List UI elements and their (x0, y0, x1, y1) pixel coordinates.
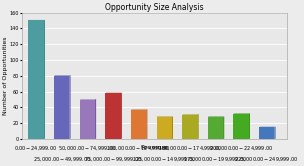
X-axis label: Revenue: Revenue (141, 145, 168, 150)
Polygon shape (172, 117, 173, 139)
Text: $50,000.00 - $74,999.00: $50,000.00 - $74,999.00 (58, 144, 116, 152)
Bar (182, 115, 198, 139)
Bar (259, 127, 275, 139)
Polygon shape (233, 113, 250, 114)
Bar (80, 100, 95, 139)
Polygon shape (80, 99, 96, 100)
Polygon shape (54, 75, 71, 76)
Bar (28, 20, 44, 139)
Polygon shape (131, 109, 147, 110)
Polygon shape (249, 113, 250, 139)
Bar (131, 110, 146, 139)
Polygon shape (121, 93, 122, 139)
Text: $225,000.00 - $249,999.00: $225,000.00 - $249,999.00 (234, 156, 299, 163)
Text: $175,000.00 - $199,999.00: $175,000.00 - $199,999.00 (183, 156, 248, 163)
Bar (157, 117, 172, 139)
Title: Opportunity Size Analysis: Opportunity Size Analysis (105, 3, 204, 12)
Text: $150,000.00 - $174,999.00: $150,000.00 - $174,999.00 (157, 144, 222, 152)
Polygon shape (182, 114, 199, 115)
Bar (54, 76, 69, 139)
Polygon shape (198, 114, 199, 139)
Polygon shape (69, 75, 71, 139)
Text: $200,000.00 - $224,999.00: $200,000.00 - $224,999.00 (209, 144, 273, 152)
Polygon shape (223, 117, 224, 139)
Bar (233, 114, 249, 139)
Polygon shape (95, 99, 96, 139)
Text: $100,000.00 - $124,999.00: $100,000.00 - $124,999.00 (106, 144, 171, 152)
Text: $0.00 - $24,999.00: $0.00 - $24,999.00 (14, 144, 58, 152)
Text: $25,000.00 - $49,999.00: $25,000.00 - $49,999.00 (33, 156, 91, 163)
Text: $75,000.00 - $99,999.00: $75,000.00 - $99,999.00 (84, 156, 142, 163)
Polygon shape (146, 109, 147, 139)
Polygon shape (44, 20, 45, 139)
Bar (105, 93, 121, 139)
Bar (208, 117, 223, 139)
Y-axis label: Number of Opportunities: Number of Opportunities (3, 37, 8, 115)
Text: $125,000.00 - $149,999.00: $125,000.00 - $149,999.00 (132, 156, 196, 163)
